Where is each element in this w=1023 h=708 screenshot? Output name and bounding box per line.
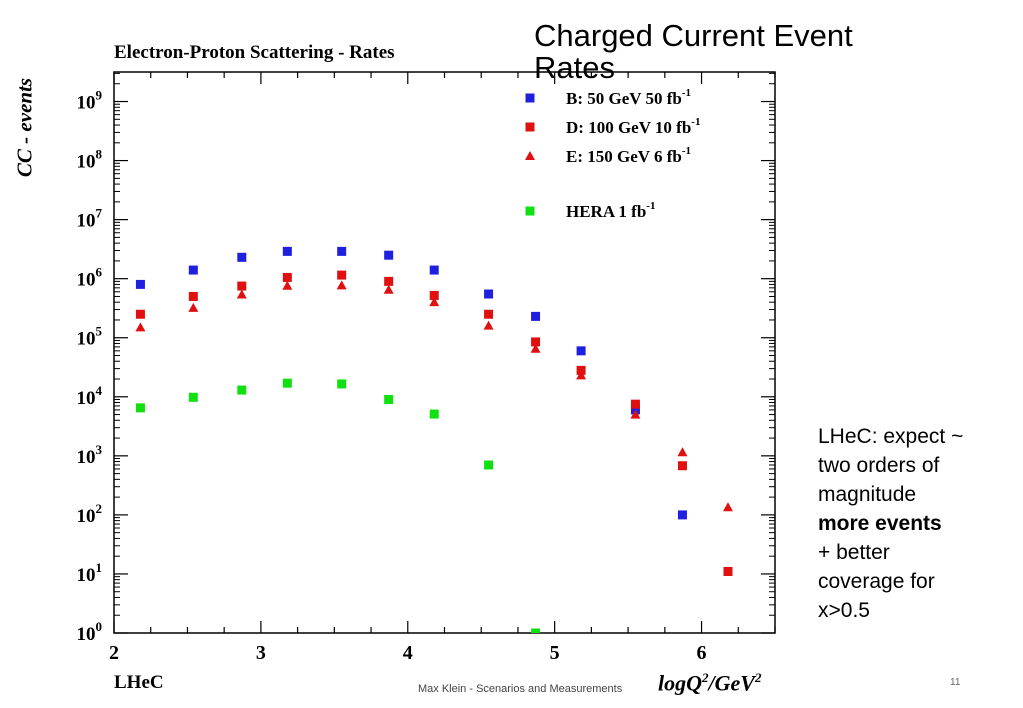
data-point [483, 320, 494, 330]
data-point [429, 297, 440, 307]
data-point [384, 250, 394, 260]
data-point [135, 322, 146, 332]
axes-layer: 2 3 4 5 6 100 101 102 103 104 105 106 107 108 109 [77, 72, 776, 664]
data-point [188, 302, 199, 312]
legend-marker [525, 93, 535, 103]
data-point [337, 246, 347, 256]
x-tick-label: 6 [697, 642, 707, 664]
x-tick-label: 3 [256, 642, 266, 664]
data-point [677, 510, 687, 520]
data-point [531, 628, 541, 633]
data-point [384, 394, 394, 404]
data-point [135, 279, 145, 289]
notes-line-3: magnitude [818, 483, 917, 506]
x-tick-label: 2 [109, 642, 119, 664]
data-point [576, 365, 586, 375]
legend-marker [525, 151, 535, 160]
data-point [282, 378, 292, 388]
data-point [429, 290, 439, 300]
data-point [237, 385, 247, 395]
notes-line-7: x>0.5 [818, 599, 870, 622]
data-point [576, 370, 587, 380]
x-tick-label: 4 [403, 642, 413, 664]
legend: B: 50 GeV 50 fb-1 D: 100 GeV 10 fb-1 E: 15… [525, 87, 700, 221]
y-tick-label: 105 [77, 324, 103, 350]
data-point [135, 309, 145, 319]
data-point [337, 379, 347, 389]
notes-line-2: two orders of [818, 454, 940, 477]
y-tick-label: 107 [77, 206, 103, 232]
data-point [237, 281, 247, 291]
page-number: 11 [950, 677, 961, 688]
y-tick-label: 104 [77, 383, 103, 409]
legend-label: B: 50 GeV 50 fb-1 [566, 87, 691, 108]
slide-title: Charged Current Event Rates [534, 18, 853, 85]
y-tick-label: 108 [77, 147, 103, 173]
data-point [722, 502, 733, 512]
notes-line-4: more events [818, 512, 942, 535]
data-point [282, 280, 293, 290]
legend-label: D: 100 GeV 10 fb-1 [566, 116, 700, 137]
data-point [282, 272, 292, 282]
data-point [677, 461, 687, 471]
notes-line-5: + better [818, 541, 890, 564]
data-point [237, 252, 247, 262]
data-point [677, 447, 688, 457]
lhec-label: LHeC [114, 672, 164, 693]
x-axis-label-sup2: 2 [754, 670, 762, 685]
marks-layer [135, 246, 733, 633]
data-point [236, 289, 247, 299]
footer-text: Max Klein - Scenarios and Measurements [418, 683, 623, 695]
y-tick-label: 100 [77, 619, 103, 645]
data-point [135, 403, 145, 413]
x-axis-label-part2: /GeV [708, 670, 755, 696]
data-point [383, 284, 394, 294]
x-axis-label-sup1: 2 [702, 670, 709, 685]
y-tick-label: 102 [77, 501, 103, 527]
data-point [188, 392, 198, 402]
data-point [188, 291, 198, 301]
data-point [429, 265, 439, 275]
notes-text: LHeC: expect ~ two orders of magnitude m… [818, 422, 1013, 625]
data-point [384, 276, 394, 286]
data-point [337, 270, 347, 280]
data-point [484, 289, 494, 299]
legend-label: E: 150 GeV 6 fb-1 [566, 145, 691, 166]
x-tick-label: 5 [550, 642, 560, 664]
legend-marker [525, 122, 535, 132]
x-axis-label-part1: logQ [658, 670, 702, 696]
notes-line-6: coverage for [818, 570, 935, 593]
data-point [484, 309, 494, 319]
data-point [188, 265, 198, 275]
data-point [429, 409, 439, 419]
x-axis-label: logQ2/GeV2 [658, 670, 761, 696]
data-point [531, 311, 541, 321]
data-point [531, 337, 541, 347]
notes-line-1: LHeC: expect ~ [818, 425, 964, 448]
data-point [484, 460, 494, 470]
data-point [282, 246, 292, 256]
y-tick-label: 103 [77, 442, 103, 468]
data-point [530, 343, 541, 353]
legend-label: HERA 1 fb-1 [566, 200, 655, 221]
data-point [630, 399, 640, 409]
y-tick-label: 109 [77, 88, 103, 114]
y-tick-label: 101 [77, 560, 103, 586]
chart-title: Electron-Proton Scattering - Rates [114, 42, 395, 63]
data-point [336, 280, 347, 290]
data-point [576, 346, 586, 356]
y-tick-label: 106 [77, 265, 103, 291]
legend-marker [525, 206, 535, 216]
data-point [630, 409, 641, 419]
data-point [723, 567, 733, 577]
